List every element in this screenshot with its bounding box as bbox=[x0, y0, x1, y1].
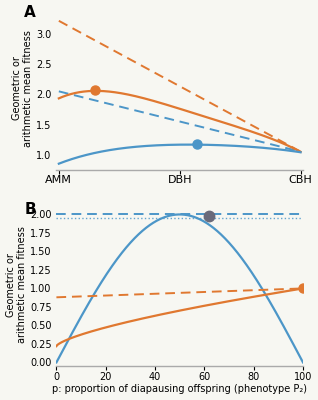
Y-axis label: Geometric or
arithmetic mean fitness: Geometric or arithmetic mean fitness bbox=[12, 30, 33, 147]
Text: A: A bbox=[24, 5, 36, 20]
Y-axis label: Geometric or
arithmetic mean fitness: Geometric or arithmetic mean fitness bbox=[5, 226, 27, 343]
Text: B: B bbox=[24, 202, 36, 217]
X-axis label: p: proportion of diapausing offspring (phenotype P₂): p: proportion of diapausing offspring (p… bbox=[52, 384, 307, 394]
